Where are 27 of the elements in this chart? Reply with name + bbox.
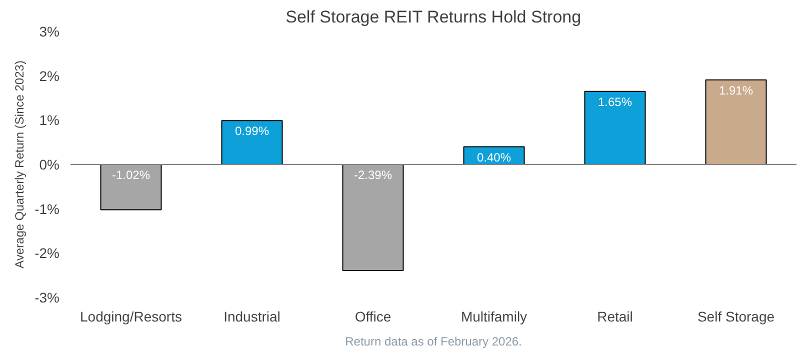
x-tick-label: Self Storage [697, 308, 775, 324]
bar [221, 120, 283, 165]
bar [100, 164, 162, 210]
x-tick-label: Multifamily [460, 308, 528, 324]
y-tick-label: -1% [34, 200, 60, 217]
y-tick-label: -2% [34, 245, 60, 262]
text: Return data as of February 2026. [345, 334, 522, 348]
x-tick-label: Office [354, 308, 392, 324]
y-axis-title: Average Quarterly Return (Since 2023) [12, 60, 27, 268]
y-tick-label: -3% [34, 290, 60, 306]
data-label: -1.02% [112, 168, 150, 182]
data-label: -2.39% [354, 168, 392, 182]
data-label: 0.40% [476, 150, 512, 164]
data-label: 0.99% [234, 124, 270, 138]
x-tick-label: Industrial [224, 308, 280, 324]
y-tick-label: 2% [39, 68, 60, 84]
data-label: 1.91% [718, 83, 754, 98]
y-tick-label: 0% [39, 156, 60, 172]
bar [584, 90, 646, 165]
x-tick-label: Lodging/Resorts [80, 308, 182, 324]
bar [342, 164, 404, 271]
data-label: 1.65% [598, 94, 632, 109]
y-tick-label: 1% [39, 112, 60, 128]
chart-title: Self Storage REIT Returns Hold Strong [286, 8, 582, 26]
x-tick-label: Retail [597, 308, 633, 324]
bar [705, 79, 767, 165]
y-tick-label: 3% [39, 24, 60, 40]
